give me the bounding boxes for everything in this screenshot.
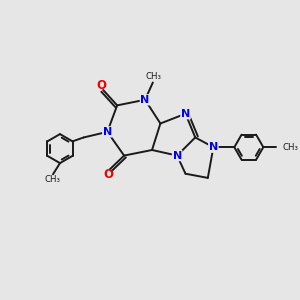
Text: N: N — [172, 151, 182, 160]
Text: N: N — [140, 95, 150, 105]
Text: O: O — [103, 168, 113, 181]
Text: CH₃: CH₃ — [282, 143, 298, 152]
Text: CH₃: CH₃ — [146, 72, 162, 81]
Text: N: N — [103, 127, 112, 137]
Text: N: N — [209, 142, 218, 152]
Text: O: O — [96, 79, 106, 92]
Text: N: N — [181, 109, 190, 119]
Text: CH₃: CH₃ — [44, 175, 60, 184]
